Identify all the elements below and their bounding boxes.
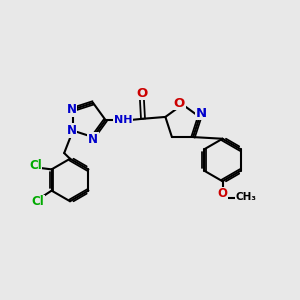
Text: N: N bbox=[67, 103, 77, 116]
Text: Cl: Cl bbox=[32, 195, 44, 208]
Text: N: N bbox=[88, 133, 98, 146]
Text: O: O bbox=[218, 187, 227, 200]
Text: O: O bbox=[174, 97, 185, 110]
Text: N: N bbox=[195, 107, 206, 120]
Text: O: O bbox=[136, 87, 147, 100]
Text: N: N bbox=[67, 124, 77, 137]
Text: NH: NH bbox=[114, 115, 132, 125]
Text: CH₃: CH₃ bbox=[236, 193, 257, 202]
Text: Cl: Cl bbox=[29, 159, 42, 172]
